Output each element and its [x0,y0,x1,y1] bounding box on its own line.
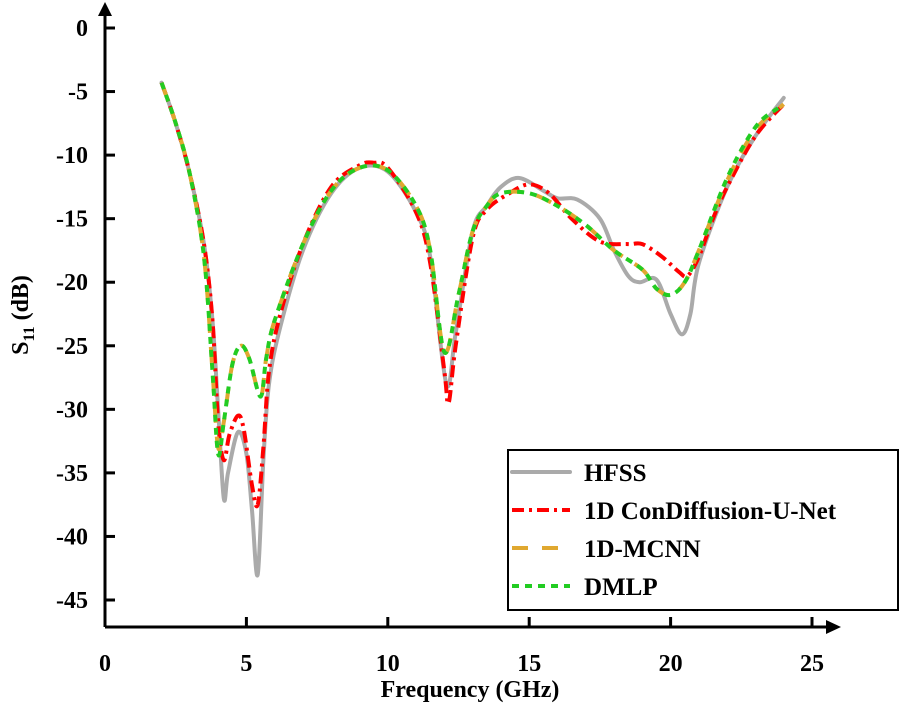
x-tick-label: 20 [659,651,683,677]
y-tick-label: -15 [56,207,88,233]
x-tick-label: 25 [800,651,824,677]
series-line-1 [159,82,786,509]
series-line-3 [159,82,780,458]
x-tick-label: 0 [99,651,111,677]
axes: 0 5 10 15 20 25 0 -5 -10 -15 -20 -25 -30 -35 -40 -45 [56,2,841,677]
legend-label-3: DMLP [584,574,658,601]
series-line-0 [159,80,786,578]
legend: HFSS 1D ConDiffusion-U-Net 1D-MCNN DMLP [507,449,899,611]
y-tick-label: -30 [56,397,88,423]
y-axis-label: S11 (dB) [8,275,38,355]
x-tick-label: 15 [517,651,541,677]
series-line-2 [159,82,786,452]
x-axis-arrow [826,620,841,634]
y-tick-label: -20 [56,270,88,296]
legend-label-1: 1D ConDiffusion-U-Net [584,498,837,525]
y-tick-label: -25 [56,334,88,360]
x-axis-label: Frequency (GHz) [381,677,560,703]
x-tick-label: 10 [376,651,400,677]
y-tick-label: -5 [68,80,88,106]
y-axis-arrow [98,2,112,16]
legend-label-0: HFSS [584,460,647,487]
y-tick-label: -45 [56,588,88,614]
plot-area [159,80,786,578]
y-tick-label: -10 [56,143,88,169]
legend-box [507,449,899,611]
legend-label-2: 1D-MCNN [584,536,701,563]
y-tick-label: -40 [56,524,88,550]
y-tick-label: 0 [76,16,88,42]
x-tick-label: 5 [240,651,252,677]
y-tick-label: -35 [56,461,88,487]
